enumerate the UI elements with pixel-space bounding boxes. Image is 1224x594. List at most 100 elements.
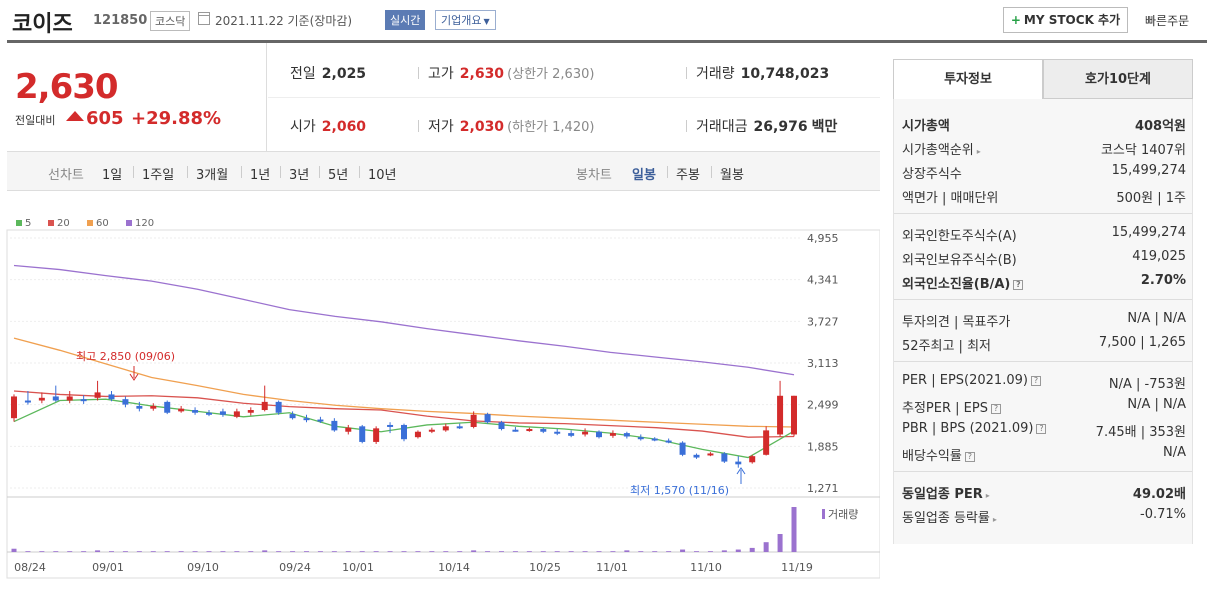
volume-bar	[652, 551, 658, 552]
ma60-line	[13, 337, 795, 428]
candle-body	[609, 433, 616, 436]
info-row: PBR | BPS (2021.09)? 7.45배 | 353원	[902, 421, 1186, 441]
separator	[686, 120, 687, 132]
chevron-right-icon[interactable]: ▸	[992, 515, 997, 524]
separator	[280, 166, 281, 178]
company-overview-dropdown[interactable]: 기업개요 ▼	[435, 10, 496, 30]
candle-body	[749, 456, 756, 463]
quick-order-button[interactable]: 빠른주문	[1145, 14, 1190, 28]
candle-body	[66, 396, 73, 401]
candle-body	[373, 428, 380, 442]
volume-bar	[262, 550, 268, 552]
info-label[interactable]: 동일업종 등락률 ▸	[902, 511, 997, 526]
help-icon[interactable]: ?	[1036, 423, 1047, 434]
volume-bar	[150, 551, 156, 552]
info-label[interactable]: 시가총액순위 ▸	[902, 143, 981, 158]
volume-bar	[317, 551, 323, 552]
volume-bar	[136, 551, 142, 552]
volume-bar	[164, 551, 170, 552]
realtime-button[interactable]: 실시간	[385, 10, 426, 30]
legend-label: 60	[96, 218, 109, 229]
y-tick-label: 2,499	[807, 399, 839, 412]
candlesticks	[11, 380, 797, 468]
current-price: 2,630	[15, 67, 119, 107]
stock-name: 코이즈	[12, 12, 73, 37]
chevron-right-icon[interactable]: ▸	[985, 491, 990, 500]
separator	[133, 166, 134, 178]
info-label[interactable]: 배당수익률?	[902, 445, 975, 464]
candle-body	[303, 418, 310, 421]
candle-body	[414, 431, 421, 438]
investment-info-panel: 투자정보 호가10단계 시가총액 408억원 시가총액순위 ▸ 코스닥 1407위 상장주…	[893, 59, 1193, 544]
candle-body	[289, 414, 296, 419]
volume-bar	[666, 551, 672, 552]
info-divider	[894, 471, 1192, 472]
tab-monthly[interactable]: 월봉	[720, 168, 744, 183]
investment-info-table: 시가총액 408억원 시가총액순위 ▸ 코스닥 1407위 상장주식수 15,499,274…	[893, 99, 1193, 544]
candle-body	[791, 395, 797, 435]
info-value: N/A | N/A	[1127, 311, 1186, 326]
volume-bar	[387, 551, 393, 552]
stat-high-value: 2,630	[459, 66, 505, 82]
volume-bar	[624, 550, 630, 552]
tab-1week[interactable]: 1주일	[142, 168, 175, 183]
stat-upper-limit: (상한가 2,630)	[507, 67, 595, 82]
chevron-down-icon: ▼	[483, 17, 490, 26]
legend-ma120: 120	[126, 218, 154, 229]
info-row: 배당수익률? N/A	[902, 445, 1186, 465]
help-icon[interactable]: ?	[1013, 279, 1024, 290]
tab-10year[interactable]: 10년	[368, 168, 397, 183]
help-icon[interactable]: ?	[990, 403, 1001, 414]
candle-body	[80, 399, 87, 402]
info-label[interactable]: 외국인소진율(B/A)?	[902, 273, 1024, 292]
chart-tabs: 선차트 1일 1주일 3개월 1년 3년 5년 10년 봉차트 일봉 주봉 월봉	[7, 151, 880, 191]
volume-bar	[526, 551, 532, 552]
volume-bars: 거래량	[11, 507, 858, 552]
candle-body	[596, 431, 602, 438]
tab-weekly[interactable]: 주봉	[676, 168, 700, 183]
x-tick-label: 09/01	[92, 561, 124, 574]
volume-bar	[610, 551, 616, 552]
info-label: 액면가 | 매매단위	[902, 191, 999, 206]
tab-investment-info[interactable]: 투자정보	[893, 59, 1043, 99]
volume-bar	[67, 551, 73, 552]
info-label[interactable]: 추정PER | EPS?	[902, 397, 1001, 416]
change-percent: +29.88%	[131, 108, 222, 129]
tab-5year[interactable]: 5년	[328, 168, 349, 183]
info-label[interactable]: PER | EPS(2021.09)?	[902, 373, 1041, 388]
help-icon[interactable]: ?	[964, 451, 975, 462]
candle-body	[540, 429, 547, 432]
tab-3year[interactable]: 3년	[289, 168, 310, 183]
chart-area	[6, 229, 880, 579]
help-icon[interactable]: ?	[1030, 375, 1041, 386]
volume-bar	[53, 551, 59, 552]
x-tick-label: 10/25	[529, 561, 561, 574]
stat-high: 고가 2,630 (상한가 2,630)	[428, 63, 594, 83]
tab-line-chart[interactable]: 선차트	[48, 168, 84, 183]
volume-bar	[248, 551, 254, 552]
stat-high-label: 고가	[428, 66, 454, 82]
tab-3month[interactable]: 3개월	[196, 168, 229, 183]
tab-1year[interactable]: 1년	[250, 168, 271, 183]
info-label[interactable]: 동일업종 PER ▸	[902, 487, 990, 502]
tab-orderbook[interactable]: 호가10단계	[1043, 59, 1193, 99]
candle-body	[456, 426, 463, 429]
low-arrow-head	[736, 467, 746, 475]
tab-1day[interactable]: 1일	[102, 168, 123, 183]
add-mystock-button[interactable]: + MY STOCK 추가	[1003, 7, 1128, 33]
volume-bar	[791, 507, 797, 552]
candle-body	[679, 442, 686, 455]
info-row: 액면가 | 매매단위 500원 | 1주	[902, 187, 1186, 207]
base-date: 2021.11.22 기준(장마감)	[215, 14, 353, 28]
separator	[418, 67, 419, 79]
volume-bar	[735, 549, 741, 552]
tab-daily[interactable]: 일봉	[632, 168, 656, 183]
info-row: 상장주식수 15,499,274	[902, 163, 1186, 183]
stock-chart[interactable]: 거래량 4,9554,3413,7273,1132,4991,8851,271 …	[0, 0, 880, 594]
chevron-right-icon[interactable]: ▸	[976, 147, 981, 156]
separator	[418, 120, 419, 132]
legend-swatch	[48, 220, 54, 226]
tab-candle-chart[interactable]: 봉차트	[576, 168, 612, 183]
info-label[interactable]: PBR | BPS (2021.09)?	[902, 421, 1047, 436]
volume-bar	[401, 551, 407, 552]
